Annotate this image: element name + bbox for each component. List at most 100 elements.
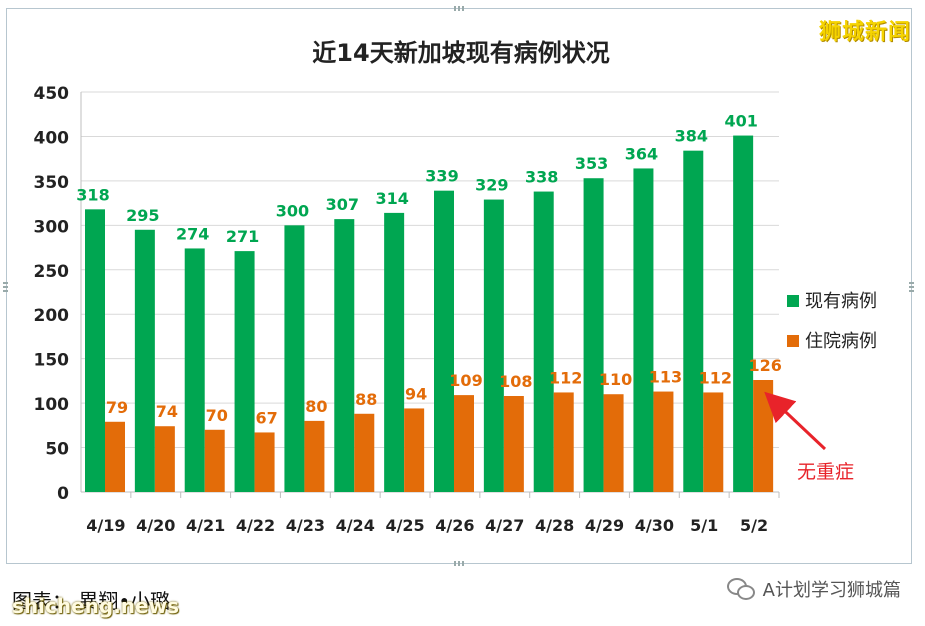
x-tick-label: 4/20 (136, 516, 175, 535)
bar-hospital (454, 395, 474, 492)
bar-chart: 0 50 100 150 200 250 300 350 400 450 4/19 4/20 4/21 4… (34, 39, 878, 535)
y-tick-label: 400 (34, 128, 70, 148)
bar-hospital (404, 408, 425, 492)
wechat-account-name: A计划学习狮城篇 (762, 580, 901, 601)
chart-credit: 图表： 異翔•小璐 (12, 589, 171, 613)
data-label: 295 (126, 206, 159, 225)
resize-handle-bottom[interactable] (454, 561, 466, 566)
bar-hospital (204, 429, 225, 492)
bar-hospital (603, 394, 624, 492)
x-tick-label: 4/21 (186, 516, 225, 535)
annotation-text: 无重症 (797, 461, 854, 483)
annotation: 无重症 (764, 391, 854, 483)
data-label: 80 (305, 397, 327, 416)
data-label: 318 (76, 185, 109, 204)
bar-current (434, 190, 454, 492)
bar-current (384, 212, 405, 492)
bar-hospital (703, 392, 724, 492)
x-tick-label: 4/27 (485, 516, 524, 535)
x-tick-label: 5/1 (690, 516, 718, 535)
bar-current (284, 225, 305, 493)
y-tick-label: 350 (34, 173, 70, 193)
resize-handle-top[interactable] (454, 6, 466, 11)
y-tick-label: 150 (34, 351, 70, 371)
bar-current (334, 219, 355, 492)
data-label: 70 (206, 406, 228, 425)
data-label: 79 (106, 398, 128, 417)
y-tick-label: 200 (34, 306, 70, 326)
bar-hospital (653, 391, 674, 492)
data-label: 271 (226, 227, 259, 246)
brand-logo: 狮城新闻 (818, 20, 911, 45)
y-tick-label: 450 (34, 84, 70, 104)
bar-current (234, 251, 255, 492)
x-tick-label: 5/2 (740, 516, 768, 535)
bar-current (134, 229, 155, 492)
x-tick-label: 4/24 (336, 516, 375, 535)
data-label: 94 (405, 384, 427, 403)
chart-frame: 0 50 100 150 200 250 300 350 400 450 4/19 4/20 4/21 4… (6, 8, 912, 564)
x-tick-label: 4/29 (585, 516, 624, 535)
x-tick-label: 4/26 (435, 516, 474, 535)
data-label: 353 (575, 154, 608, 173)
annotation-arrow (764, 391, 827, 451)
bar-current (184, 248, 205, 492)
data-label: 307 (326, 195, 359, 214)
bar-current (483, 199, 504, 493)
wechat-account[interactable]: A计划学习狮城篇 (726, 576, 901, 602)
data-label: 88 (355, 390, 377, 409)
data-label: 300 (276, 201, 309, 220)
x-tick-label: 4/23 (286, 516, 325, 535)
bar-current (583, 178, 604, 492)
data-label: 113 (649, 368, 682, 387)
bar-hospital (254, 432, 275, 492)
y-tick-label: 50 (45, 440, 69, 460)
bar-hospital (154, 426, 175, 492)
data-label: 110 (599, 370, 632, 389)
resize-handle-right[interactable] (909, 280, 914, 292)
resize-handle-left[interactable] (3, 280, 8, 292)
data-label: 329 (475, 176, 508, 195)
bar-hospital (753, 380, 774, 492)
bar-current (85, 209, 105, 493)
data-label: 67 (255, 408, 277, 427)
bar-hospital (105, 421, 125, 492)
bar-hospital (304, 420, 325, 492)
bar-hospital (354, 413, 375, 492)
bar-hospital (503, 396, 524, 492)
legend-swatch (787, 335, 799, 347)
y-tick-label: 300 (34, 217, 70, 237)
data-label: 74 (156, 402, 178, 421)
x-tick-label: 4/22 (236, 516, 275, 535)
bar-hospital (553, 392, 574, 492)
data-label: 274 (176, 224, 209, 243)
legend-swatch (787, 295, 799, 307)
legend-label: 现有病例 (805, 291, 877, 312)
data-label: 126 (748, 356, 781, 375)
data-label: 112 (699, 368, 732, 387)
bar-current (533, 191, 554, 493)
chart-title: 近14天新加坡现有病例状况 (312, 39, 609, 67)
x-tick-label: 4/30 (635, 516, 674, 535)
data-label: 401 (724, 112, 757, 131)
data-label: 364 (625, 144, 658, 163)
data-label: 108 (499, 372, 532, 391)
legend-label: 住院病例 (805, 331, 877, 352)
data-label: 338 (525, 168, 558, 187)
x-tick-label: 4/28 (535, 516, 574, 535)
y-tick-label: 250 (34, 262, 70, 282)
site-watermark: shicheng.news (12, 594, 179, 618)
y-tick-label: 0 (57, 484, 69, 504)
x-tick-label: 4/25 (385, 516, 424, 535)
y-tick-label: 100 (34, 395, 70, 415)
data-label: 112 (549, 368, 582, 387)
bar-current (733, 135, 754, 493)
data-label: 109 (449, 371, 482, 390)
data-label: 384 (675, 127, 708, 146)
bar-current (683, 150, 704, 492)
data-label: 314 (375, 189, 408, 208)
bar-current (633, 168, 654, 492)
x-tick-label: 4/19 (86, 516, 125, 535)
wechat-icon (726, 578, 755, 600)
